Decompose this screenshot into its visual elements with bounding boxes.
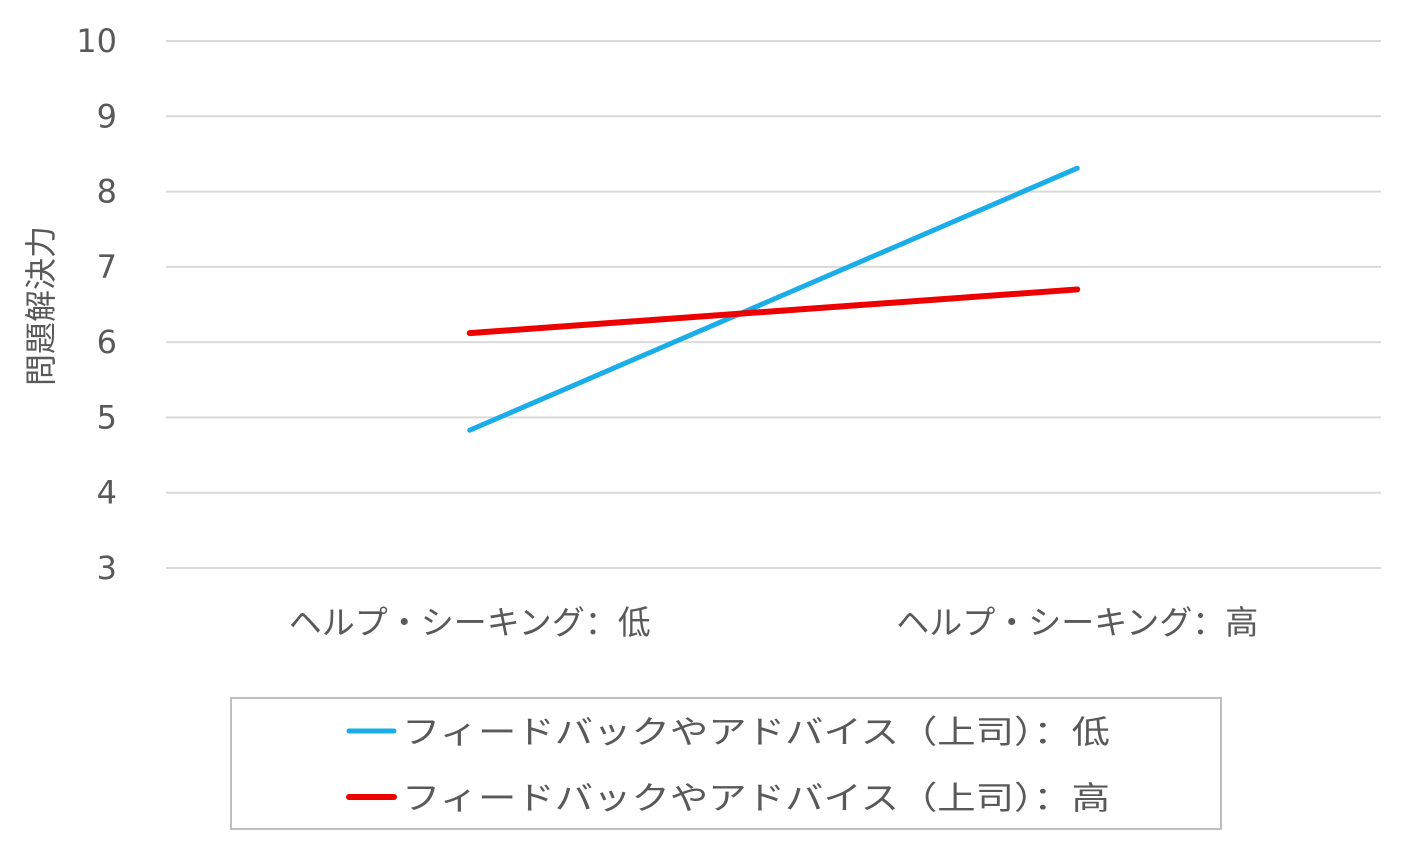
y-tick-label: 7 — [97, 248, 117, 286]
x-axis-categories: ヘルプ・シーキング：低 ヘルプ・シーキング：高 — [289, 603, 1259, 642]
gridlines — [166, 40, 1381, 569]
series-lines — [466, 165, 1081, 433]
y-axis-label: 問題解決力 — [22, 226, 60, 386]
series-line-2 — [466, 286, 1081, 337]
y-tick-label: 9 — [97, 97, 117, 135]
series-line-1 — [467, 165, 1080, 433]
x-category-label: ヘルプ・シーキング：高 — [896, 603, 1258, 642]
y-tick-label: 5 — [97, 398, 117, 436]
y-axis-ticks: 3 4 5 6 7 8 9 10 — [76, 22, 117, 587]
x-category-label: ヘルプ・シーキング：低 — [289, 603, 651, 642]
legend-label-2: フィードバックやアドバイス（上司）：高 — [402, 779, 1110, 817]
y-tick-label: 8 — [97, 173, 117, 211]
legend-box — [230, 697, 1222, 830]
y-tick-label: 10 — [76, 22, 117, 60]
legend-label-1: フィードバックやアドバイス（上司）：低 — [402, 713, 1110, 751]
y-tick-label: 3 — [97, 549, 117, 587]
y-tick-label: 4 — [97, 474, 117, 512]
y-tick-label: 6 — [97, 323, 117, 361]
